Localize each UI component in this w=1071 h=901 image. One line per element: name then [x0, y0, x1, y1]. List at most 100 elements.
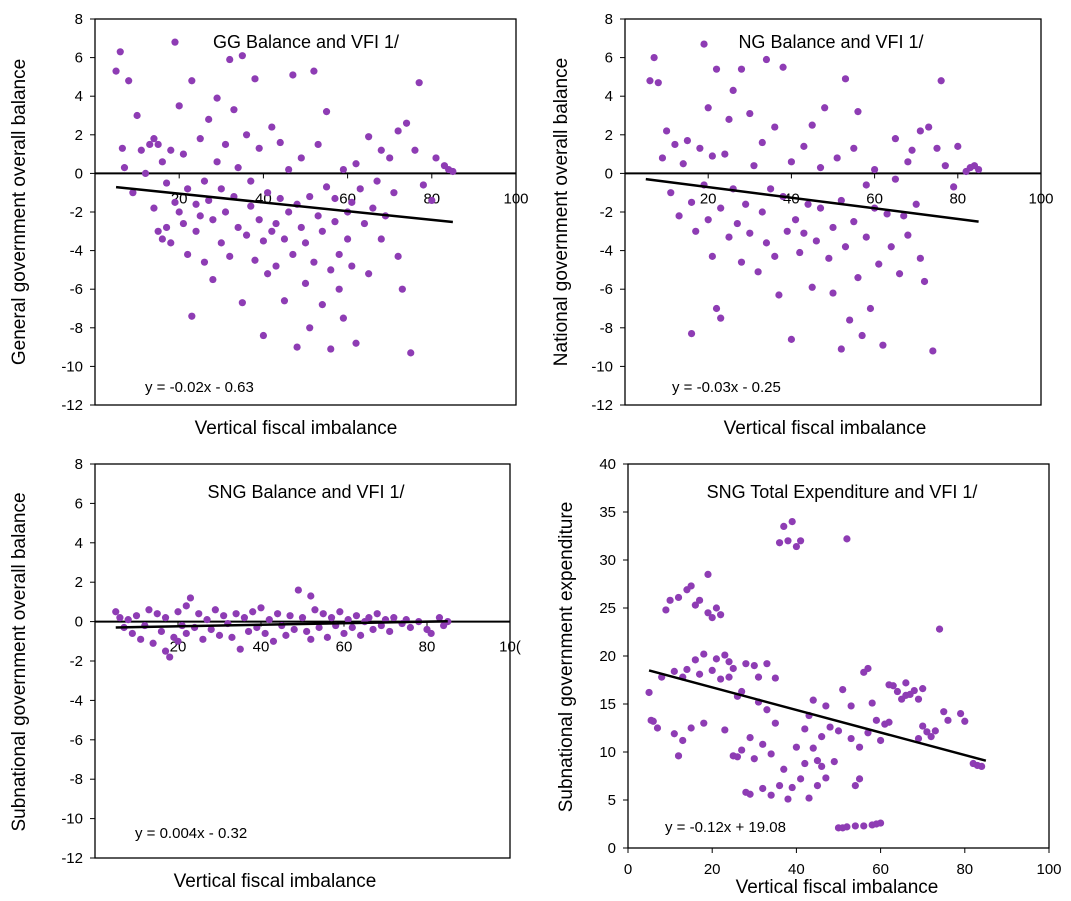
- data-point: [195, 610, 203, 618]
- data-point: [877, 819, 885, 827]
- data-point: [725, 115, 733, 123]
- x-tick-label: 60: [872, 861, 889, 878]
- data-point: [700, 650, 708, 658]
- data-point: [213, 94, 221, 102]
- data-point: [872, 716, 880, 724]
- data-point: [153, 610, 161, 618]
- y-tick-label: 8: [605, 11, 613, 28]
- data-point: [801, 725, 809, 733]
- data-point: [855, 743, 864, 751]
- data-point: [311, 606, 319, 614]
- data-point: [775, 782, 784, 790]
- data-point: [851, 782, 859, 790]
- data-point: [285, 208, 293, 216]
- data-point: [209, 216, 217, 224]
- data-point: [221, 140, 230, 149]
- data-point: [182, 629, 190, 638]
- data-point: [352, 339, 360, 347]
- data-point: [228, 633, 236, 641]
- y-tick-label: 15: [599, 696, 616, 713]
- data-point: [377, 235, 385, 243]
- data-point: [435, 614, 444, 622]
- data-point: [862, 181, 870, 189]
- data-point: [315, 623, 323, 632]
- data-point: [687, 582, 695, 590]
- y-tick-label: -4: [70, 692, 83, 709]
- data-point: [217, 185, 225, 193]
- data-point: [746, 790, 754, 798]
- data-point: [864, 729, 872, 737]
- data-point: [839, 686, 847, 694]
- data-point: [667, 189, 675, 197]
- data-point: [297, 223, 305, 232]
- y-tick-label: 20: [599, 648, 616, 665]
- data-point: [687, 198, 696, 206]
- data-point: [816, 164, 825, 172]
- plot-frame: [624, 18, 1042, 406]
- data-point: [712, 65, 721, 73]
- data-point: [759, 740, 767, 748]
- data-point: [805, 794, 813, 802]
- data-point: [813, 782, 822, 790]
- data-point: [858, 331, 866, 340]
- data-point: [188, 312, 196, 320]
- data-point: [386, 154, 394, 162]
- data-point: [816, 204, 825, 212]
- data-point: [247, 202, 255, 210]
- data-point: [132, 612, 141, 620]
- data-point: [679, 736, 687, 745]
- data-point: [294, 586, 302, 594]
- data-point: [850, 144, 858, 152]
- data-point: [950, 183, 958, 191]
- data-point: [297, 154, 305, 162]
- y-axis-title: Subnational government expenditure: [556, 502, 577, 813]
- data-point: [750, 662, 758, 670]
- data-point: [704, 570, 712, 579]
- data-point: [788, 783, 796, 792]
- data-point: [771, 719, 779, 727]
- data-point: [377, 146, 385, 154]
- data-point: [217, 239, 225, 247]
- data-point: [402, 119, 411, 127]
- data-point: [196, 135, 204, 143]
- y-tick-label: -8: [70, 320, 83, 337]
- data-point: [961, 717, 969, 725]
- y-tick-label: -8: [600, 320, 613, 337]
- data-point: [742, 200, 750, 208]
- trendline: [645, 177, 979, 223]
- data-point: [242, 231, 251, 239]
- data-point: [900, 212, 908, 220]
- data-point: [708, 152, 716, 160]
- data-point: [276, 194, 284, 203]
- data-point: [226, 55, 234, 64]
- data-point: [259, 331, 267, 340]
- x-tick-label: 40: [253, 639, 270, 656]
- data-point: [301, 239, 310, 247]
- data-point: [234, 223, 242, 232]
- data-point: [662, 606, 670, 614]
- data-point: [691, 656, 699, 664]
- data-point: [179, 150, 188, 158]
- data-point: [721, 726, 729, 734]
- y-tick-label: -2: [70, 204, 83, 221]
- data-point: [112, 608, 120, 616]
- data-point: [797, 775, 805, 783]
- data-point: [855, 775, 864, 783]
- data-point: [415, 79, 423, 87]
- data-point: [893, 687, 902, 696]
- data-point: [654, 79, 662, 87]
- data-point: [871, 165, 879, 174]
- data-point: [919, 722, 927, 730]
- data-point: [154, 227, 162, 235]
- data-point: [146, 140, 154, 149]
- data-point: [813, 757, 822, 765]
- data-point: [272, 262, 280, 270]
- data-point: [158, 158, 166, 166]
- data-point: [931, 727, 939, 735]
- data-point: [145, 606, 153, 614]
- x-tick-label: 60: [336, 639, 353, 656]
- data-point: [956, 710, 965, 718]
- y-tick-label: -10: [591, 358, 613, 375]
- data-point: [843, 535, 851, 543]
- data-point: [230, 106, 238, 114]
